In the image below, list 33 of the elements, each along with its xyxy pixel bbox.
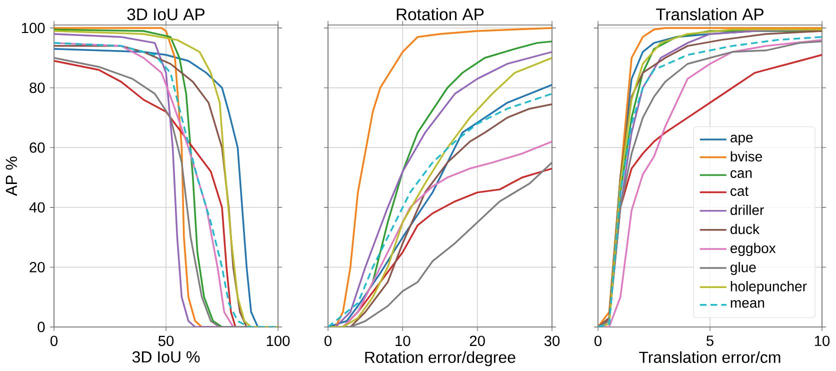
y-tick-label: 100 [22,22,45,34]
legend-label: mean [730,300,764,308]
x-tick-label: 10 [396,336,410,346]
y-tick-label: 20 [30,262,45,272]
y-tick-label: 0 [38,322,45,332]
x-tick-label: 10 [814,336,830,346]
x-tick-label: 100 [266,336,290,346]
y-tick-label: 60 [30,142,45,153]
legend-label: bvise [730,151,762,162]
x-tick-label: 5 [706,336,714,346]
legend-label: duck [730,224,760,234]
x-tick-label: 0 [50,336,58,346]
legend-label: ape [730,134,753,146]
y-tick-label: 40 [29,202,45,213]
chart-title: Translation AP [656,8,764,20]
x-axis-title: Translation error/cm [639,351,780,363]
x-axis-title: Rotation error/degree [365,351,516,366]
legend-label: driller [730,204,764,216]
x-tick-label: 30 [544,336,560,346]
legend-label: cat [730,186,749,196]
chart-title: 3D IoU AP [127,8,204,20]
x-tick-label: 20 [470,336,485,346]
x-tick-label: 0 [324,336,332,346]
y-axis-title: AP % [6,156,18,196]
y-tick-label: 80 [30,82,45,93]
x-tick-label: 0 [594,336,602,346]
legend-label: eggbox [730,242,776,256]
chart-title: Rotation AP [396,8,484,20]
x-tick-label: 50 [158,336,174,346]
legend-label: can [730,170,752,178]
x-axis-title: 3D IoU % [132,351,200,363]
legend-label: glue [730,262,756,276]
legend-label: holepuncher [730,281,807,294]
